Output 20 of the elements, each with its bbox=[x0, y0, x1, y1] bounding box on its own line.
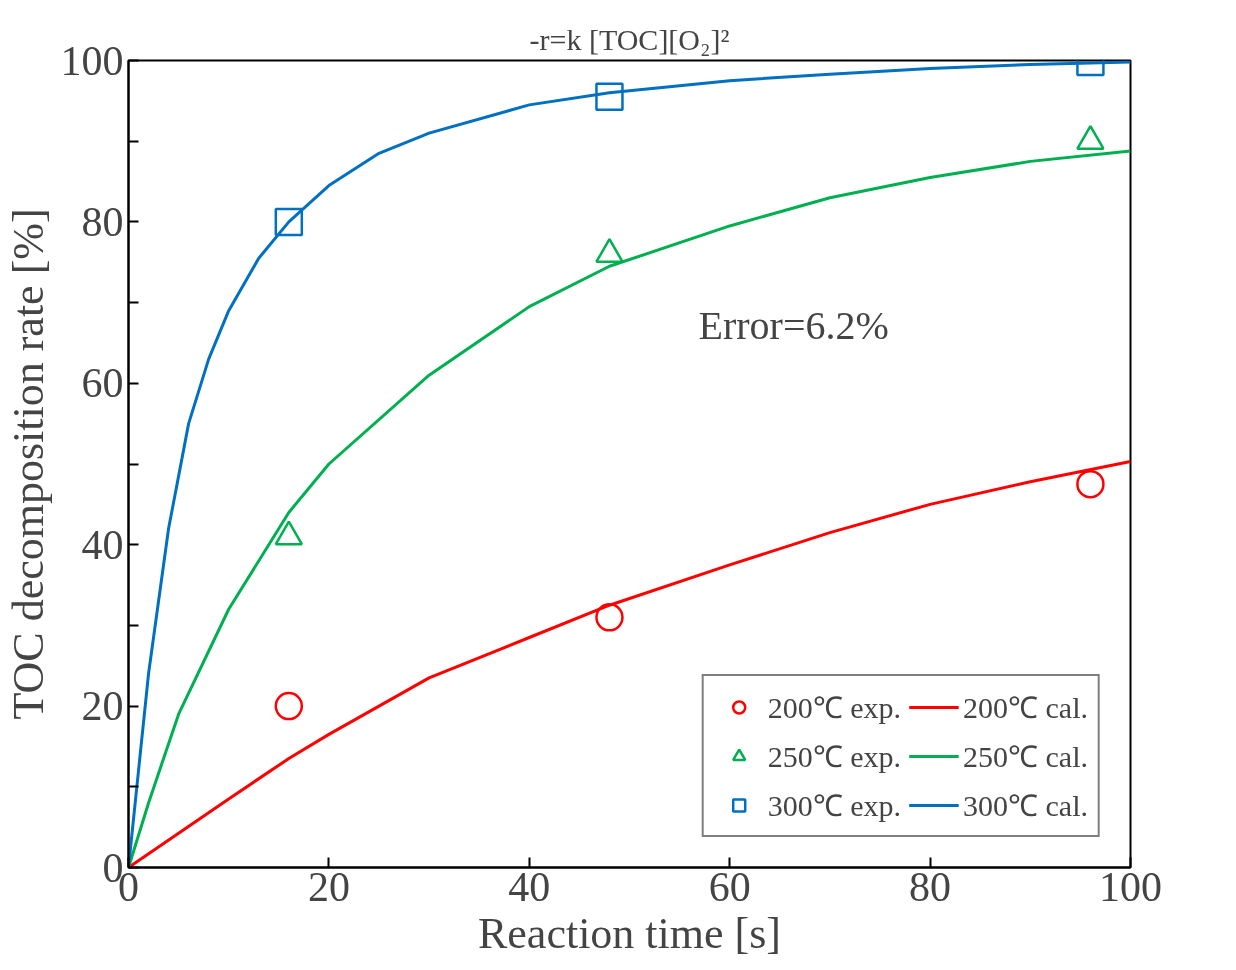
legend-label: 300℃ exp. bbox=[767, 788, 902, 824]
y-tick-label: 100 bbox=[60, 37, 124, 84]
x-tick-label: 100 bbox=[1099, 863, 1162, 910]
chart-title: -r=k [TOC][O₂]² bbox=[529, 22, 730, 56]
y-tick-label: 20 bbox=[81, 683, 124, 730]
x-axis-title: Reaction time [s] bbox=[477, 908, 782, 958]
x-tick-label: 20 bbox=[307, 863, 350, 910]
x-tick-label: 40 bbox=[508, 863, 551, 910]
legend-label: 250℃ exp. bbox=[767, 739, 902, 775]
legend-label: 300℃ cal. bbox=[963, 788, 1088, 824]
y-tick-label: 60 bbox=[81, 360, 124, 407]
y-tick-label: 40 bbox=[81, 521, 124, 568]
legend-label: 200℃ cal. bbox=[963, 690, 1088, 726]
x-tick-label: 80 bbox=[909, 863, 952, 910]
y-tick-label: 80 bbox=[81, 198, 124, 245]
legend-label: 200℃ exp. bbox=[767, 690, 902, 726]
legend-label: 250℃ cal. bbox=[963, 739, 1088, 775]
y-axis-title: TOC decomposition rate [%] bbox=[3, 208, 53, 720]
x-tick-label: 60 bbox=[708, 863, 751, 910]
annotation: Error=6.2% bbox=[698, 302, 889, 348]
